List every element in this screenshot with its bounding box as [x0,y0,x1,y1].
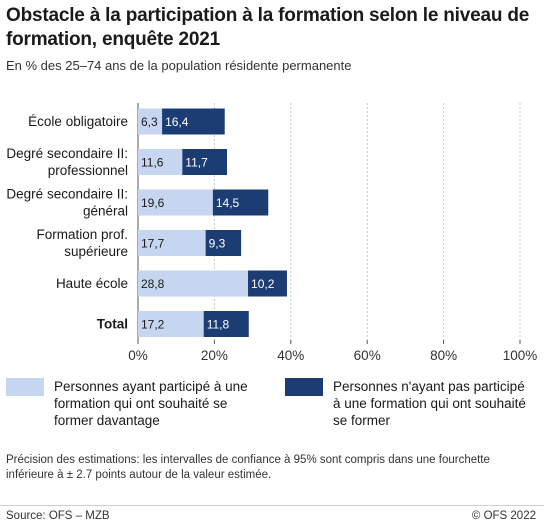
x-tick-label: 20% [201,348,228,363]
category-label: Formation prof. [36,227,128,242]
legend-swatch-series1 [285,378,323,396]
bar-value-label: 11,8 [207,318,230,332]
x-tick-labels: 0% 20% 40% 60% 80% 100% [128,348,537,363]
legend-item-series0: Personnes ayant participé à une formatio… [6,378,256,429]
bar-series1 [182,149,228,175]
category-labels: École obligatoire Degré secondaire II: pro… [6,114,128,332]
bar-series0 [138,189,213,216]
copyright-text: © OFS 2022 [471,510,536,522]
category-label: Degré secondaire II: [6,187,128,202]
bar-value-label: 17,7 [141,237,165,251]
footnote: Précision des estimations: les intervall… [6,454,490,481]
legend-item-series1: Personnes n'ayant pas participé à une fo… [285,378,540,429]
footer-divider [0,505,544,506]
bar-value-label: 16,4 [165,115,189,129]
bar-series1 [203,311,249,337]
bar-value-label: 9,3 [209,237,226,251]
x-tick-label: 60% [354,348,381,363]
bar-value-label: 10,2 [251,277,275,291]
bar-value-label: 11,6 [141,156,164,170]
bar-series0 [138,149,183,175]
category-label: général [83,204,128,219]
bar-series1 [212,189,269,216]
grid-lines [137,103,521,344]
legend-swatch-series0 [6,378,44,396]
category-label: École obligatoire [28,114,128,129]
bar-series0 [138,108,163,135]
bar-series0 [138,311,204,337]
chart-subtitle: En % des 25–74 ans de la population rési… [6,58,352,73]
bar-series1 [205,230,242,256]
category-label: Degré secondaire II: [6,146,128,161]
bar-value-label: 11,7 [185,156,208,170]
bar-value-label: 17,2 [141,318,165,332]
bar-value-label: 14,5 [216,196,240,210]
x-tick-label: 80% [430,348,457,363]
legend-label-series1: Personnes n'ayant pas participé à une fo… [333,379,526,428]
bar-value-label: 19,6 [141,196,165,210]
bar-value-label: 6,3 [141,115,158,129]
bar-series0 [138,270,249,297]
category-label: Total [97,317,128,332]
bar-series1 [248,270,287,297]
x-tick-label: 40% [277,348,304,363]
x-tick-label: 0% [128,348,148,363]
source-text: Source: OFS – MZB [6,510,110,522]
bar-value-label: 28,8 [141,277,165,291]
x-tick-label: 100% [503,348,538,363]
bars: 6,3 16,4 11,6 11,7 19,6 14,5 17,7 9,3 28,8 10,2 17… [138,108,287,337]
category-label: professionnel [48,163,128,178]
category-label: Haute école [56,276,128,291]
bar-series1 [162,108,225,135]
chart-title: Obstacle à la participation à la formati… [6,5,530,50]
bar-series0 [138,230,206,256]
legend-label-series0: Personnes ayant participé à une formatio… [54,379,248,428]
category-label: supérieure [64,244,128,259]
bar-chart: 6,3 16,4 11,6 11,7 19,6 14,5 17,7 9,3 28,8 10,2 17… [6,103,537,363]
